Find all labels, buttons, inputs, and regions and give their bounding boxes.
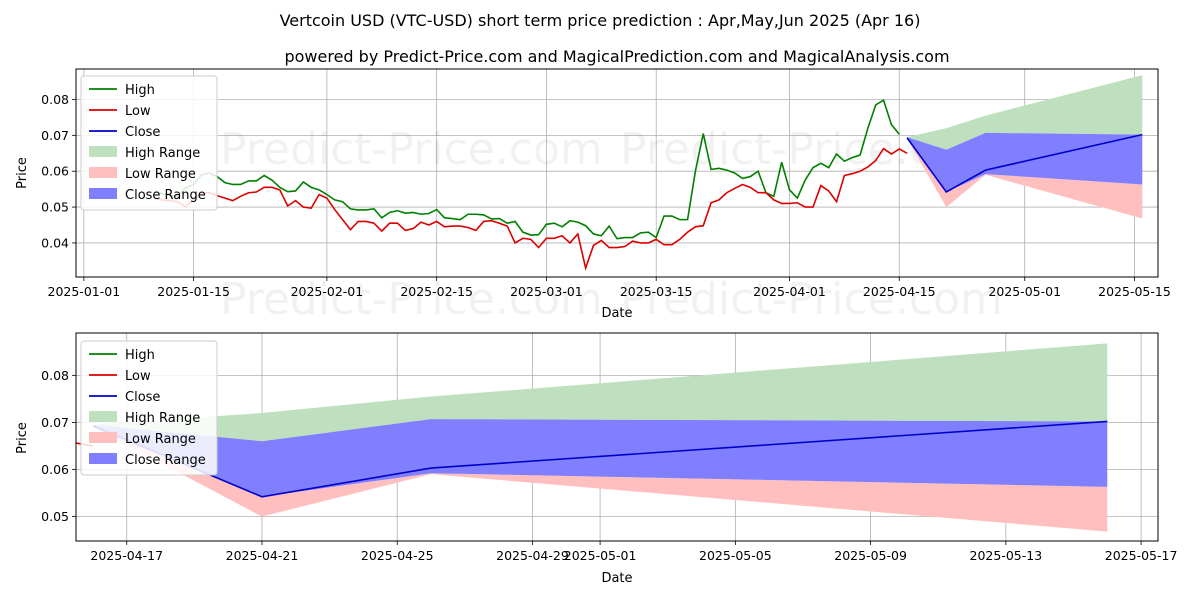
bottom-low-range-area <box>92 427 1108 532</box>
bottom-legend-label: Low <box>125 369 151 384</box>
bottom-x-tick-label: 2025-05-09 <box>834 548 907 563</box>
top-legend-label: Close Range <box>125 188 206 203</box>
watermark-4: Predict-Price.com <box>620 274 1003 325</box>
bottom-high-range-area <box>92 343 1108 442</box>
bottom-x-tick-label: 2025-05-01 <box>564 548 637 563</box>
bottom-legend-label: Low Range <box>125 432 196 447</box>
top-y-tick-label: 0.05 <box>41 200 69 215</box>
bottom-legend-label: High <box>125 348 155 363</box>
top-x-tick-label: 2025-05-01 <box>988 284 1061 299</box>
chart-title: Vertcoin USD (VTC-USD) short term price … <box>280 11 921 30</box>
bottom-x-tick-label: 2025-05-05 <box>699 548 772 563</box>
top-x-tick-label: 2025-03-15 <box>620 284 693 299</box>
top-legend-label: Close <box>125 125 160 140</box>
top-x-tick-label: 2025-02-01 <box>291 284 364 299</box>
top-x-tick-label: 2025-04-15 <box>863 284 936 299</box>
bottom-axes-frame <box>75 332 1159 542</box>
top-legend: High Low Close High Range Low Range Close Ran… <box>80 75 218 211</box>
top-y-tick-label: 0.04 <box>41 235 69 250</box>
bottom-y-axis-label: Price <box>15 422 30 454</box>
bottom-legend-label: High Range <box>125 411 200 426</box>
bottom-y-tick-label: 0.07 <box>41 415 69 430</box>
bottom-x-tick-label: 2025-04-17 <box>90 548 163 563</box>
top-x-tick-label: 2025-05-15 <box>1098 284 1171 299</box>
top-high-range-area <box>907 75 1143 150</box>
bottom-legend-swatch <box>89 411 117 422</box>
top-legend-swatch <box>89 188 117 199</box>
bottom-legend-label: Close Range <box>125 453 206 468</box>
bottom-x-tick-label: 2025-04-29 <box>496 548 569 563</box>
top-series-lines <box>154 98 1143 271</box>
bottom-x-tick-label: 2025-05-17 <box>1105 548 1178 563</box>
bottom-x-tick-label: 2025-05-13 <box>970 548 1043 563</box>
bottom-x-tick-label: 2025-04-21 <box>226 548 299 563</box>
bottom-y-tick-label: 0.05 <box>41 509 69 524</box>
top-x-tick-label: 2025-03-01 <box>510 284 583 299</box>
bottom-x-tick-label: 2025-04-25 <box>361 548 434 563</box>
watermark-3: Predict-Price.com <box>220 274 603 325</box>
top-legend-label: Low Range <box>125 167 196 182</box>
top-axes-frame <box>75 68 1159 278</box>
top-x-tick-label: 2025-02-15 <box>400 284 473 299</box>
top-low-line <box>154 147 908 271</box>
bottom-ticks: 2025-04-17 2025-04-21 2025-04-25 2025-04-29… <box>41 368 1177 563</box>
top-close-line <box>906 133 1143 194</box>
top-x-tick-label: 2025-01-01 <box>48 284 121 299</box>
top-y-axis-label: Price <box>15 157 30 189</box>
top-x-axis-label: Date <box>601 306 632 321</box>
top-y-tick-label: 0.08 <box>41 92 69 107</box>
bottom-panel: Predict-Price.com Predict-Price.com 2025… <box>15 332 1177 586</box>
bottom-y-tick-label: 0.08 <box>41 368 69 383</box>
top-x-tick-label: 2025-01-15 <box>157 284 230 299</box>
bottom-legend-label: Close <box>125 390 160 405</box>
top-range-areas <box>907 75 1143 219</box>
top-y-tick-label: 0.07 <box>41 128 69 143</box>
watermark-1: Predict-Price.com <box>220 124 603 175</box>
bottom-legend-swatch <box>89 432 117 443</box>
top-high-line <box>154 98 900 240</box>
top-panel: Predict-Price.com Predict-Price.com Pred… <box>15 68 1171 325</box>
top-legend-swatch <box>89 167 117 178</box>
bottom-legend-swatch <box>89 453 117 464</box>
chart-subtitle: powered by Predict-Price.com and Magical… <box>284 47 949 66</box>
bottom-x-axis-label: Date <box>601 571 632 586</box>
top-x-tick-label: 2025-04-01 <box>753 284 826 299</box>
top-low-range-area <box>907 138 1143 219</box>
top-y-tick-label: 0.06 <box>41 164 69 179</box>
top-legend-label: High <box>125 83 155 98</box>
top-legend-label: Low <box>125 104 151 119</box>
bottom-y-tick-label: 0.06 <box>41 462 69 477</box>
top-legend-label: High Range <box>125 146 200 161</box>
top-legend-swatch <box>89 146 117 157</box>
top-ticks: 2025-01-01 2025-01-15 2025-02-01 2025-02-15… <box>41 92 1171 299</box>
bottom-legend: High Low Close High Range Low Range Close Ran… <box>80 340 218 476</box>
